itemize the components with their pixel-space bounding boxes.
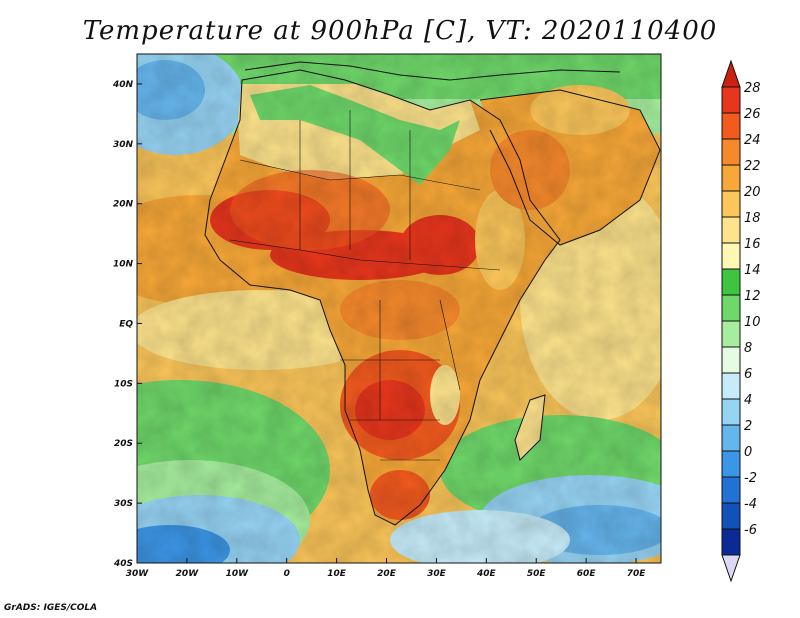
- colorbar-label: 0: [744, 445, 752, 460]
- plot-frame: [136, 53, 662, 564]
- lon-tick-label: 50E: [527, 569, 547, 579]
- colorbar-label: 12: [744, 289, 761, 304]
- lat-tick-label: 40N: [112, 80, 134, 90]
- colorbar-swatch: [721, 528, 741, 556]
- colorbar-label: 26: [744, 107, 761, 122]
- lon-tick-label: 70E: [627, 569, 647, 579]
- colorbar-label: 4: [744, 393, 752, 408]
- colorbar-swatch: [721, 164, 741, 192]
- lon-tick-label: 20W: [176, 569, 200, 579]
- lon-tick-label: 30E: [427, 569, 447, 579]
- colorbar-label: 2: [744, 419, 752, 434]
- colorbar-swatch: [721, 450, 741, 478]
- colorbar-label: 10: [744, 315, 761, 330]
- country-borders: [229, 110, 501, 461]
- lon-tick-label: 30W: [126, 569, 150, 579]
- lat-tick-label: 10S: [114, 379, 133, 389]
- lon-tick-label: 0: [284, 569, 290, 579]
- coastlines: [204, 61, 661, 526]
- lat-tick-label: 30N: [113, 140, 134, 150]
- colorbar-label: 28: [744, 81, 761, 96]
- colorbar-swatch: [721, 268, 741, 296]
- colorbar-label: 18: [744, 211, 761, 226]
- lat-tick-label: 30S: [114, 499, 133, 509]
- map-title: Temperature at 900hPa [C], VT: 202011040…: [82, 16, 718, 46]
- credit-text: GrADS: IGES/COLA: [4, 603, 98, 613]
- colorbar-label: 6: [744, 367, 752, 382]
- colorbar-label: 24: [744, 133, 761, 148]
- colorbar-swatch: [721, 138, 741, 166]
- colorbar-label: -4: [744, 497, 757, 512]
- colorbar-swatch: [721, 424, 741, 452]
- colorbar-label: -2: [744, 471, 757, 486]
- lat-tick-label: EQ: [119, 319, 133, 329]
- lat-tick-label: 20S: [114, 439, 133, 449]
- colorbar-label: 16: [744, 237, 761, 252]
- colorbar-swatch: [721, 112, 741, 140]
- colorbar-swatch: [721, 320, 741, 348]
- lat-tick-label: 40S: [113, 559, 133, 569]
- colorbar-swatch: [721, 502, 741, 530]
- lon-tick-label: 10W: [226, 569, 250, 579]
- lat-tick-label: 10N: [113, 260, 134, 270]
- colorbar-swatch: [721, 216, 741, 244]
- lat-tick-label: 20N: [113, 200, 134, 210]
- colorbar-swatch: [721, 242, 741, 270]
- colorbar-swatch: [721, 372, 741, 400]
- colorbar-swatch: [721, 86, 741, 114]
- colorbar-swatch: [721, 346, 741, 374]
- colorbar-label: 20: [744, 185, 761, 200]
- colorbar-label: -6: [744, 523, 757, 538]
- colorbar-swatch: [721, 398, 741, 426]
- colorbar-bottom-arrow: [721, 554, 741, 583]
- colorbar-swatch: [721, 190, 741, 218]
- lon-tick-label: 60E: [577, 569, 597, 579]
- colorbar-label: 8: [744, 341, 752, 356]
- axis-ticks: 30W 20W 10W 0 10E 20E 30E 40E 50E 60E 70E 40N 30N 20N…: [112, 80, 646, 579]
- lon-tick-label: 40E: [476, 569, 497, 579]
- colorbar-top-arrow: [721, 59, 741, 88]
- temperature-field: [137, 54, 661, 563]
- lon-tick-label: 10E: [327, 569, 347, 579]
- colorbar-swatch: [721, 476, 741, 504]
- colorbar-label: 14: [744, 263, 761, 278]
- colorbar-swatch: [721, 294, 741, 322]
- colorbar-label: 22: [744, 159, 761, 174]
- lon-tick-label: 20E: [377, 569, 397, 579]
